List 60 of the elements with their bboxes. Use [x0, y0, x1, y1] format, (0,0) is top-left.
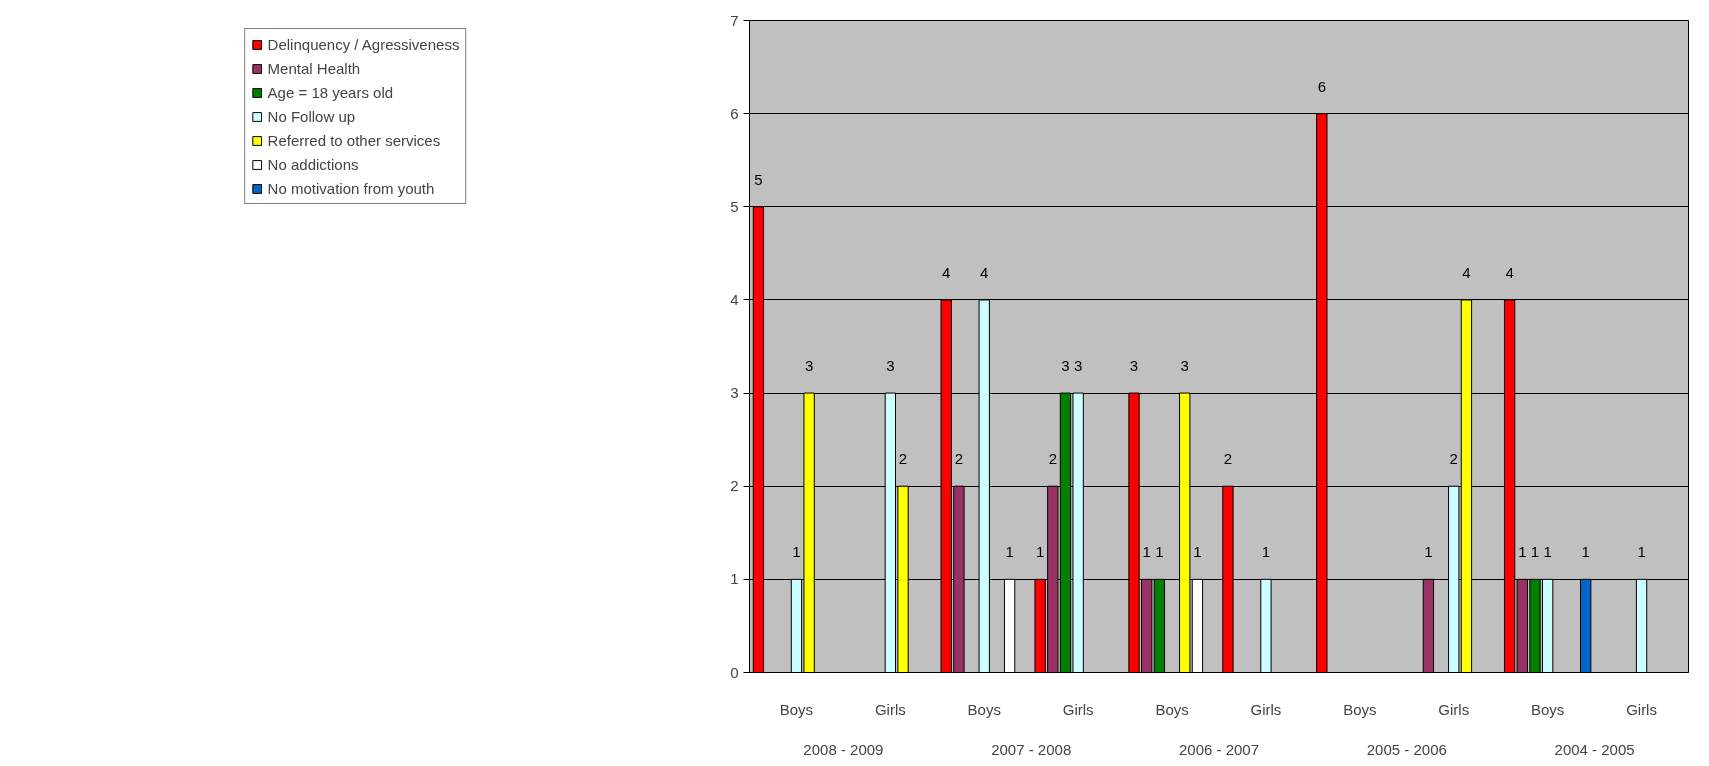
x-tick-label: Boys — [967, 700, 1001, 718]
data-label: 1 — [1193, 543, 1202, 561]
y-tick-label: 2 — [730, 477, 739, 495]
data-label: 1 — [1142, 543, 1151, 561]
y-tick-label: 4 — [730, 290, 739, 308]
x-tick-label: Girls — [1438, 700, 1470, 718]
legend-label: No addictions — [267, 155, 359, 173]
data-label: 4 — [1505, 263, 1514, 281]
data-label: 1 — [1637, 543, 1646, 561]
data-label: 4 — [980, 263, 989, 281]
y-tick-label: 7 — [730, 11, 739, 29]
data-label: 2 — [1048, 450, 1057, 468]
data-label: 4 — [942, 263, 951, 281]
legend-label: No Follow up — [267, 107, 356, 125]
data-label: 2 — [1223, 450, 1233, 468]
text: 2006 - 2007 — [1178, 740, 1260, 758]
text: 2008 - 2009 — [803, 740, 884, 758]
x-tick-label: Boys — [1155, 700, 1189, 718]
legend-label: No motivation from youth — [267, 179, 435, 197]
data-label: 3 — [1073, 357, 1083, 375]
data-label: 2 — [1449, 450, 1458, 468]
y-tick-label: 1 — [730, 570, 739, 588]
data-label: 3 — [1180, 357, 1189, 375]
y-tick-label: 5 — [730, 197, 739, 215]
data-label: 2 — [898, 450, 908, 468]
text: 2005 - 2006 — [1366, 740, 1447, 758]
data-label: 1 — [1155, 543, 1164, 561]
data-label: 1 — [1543, 543, 1552, 561]
data-label: 3 — [804, 357, 814, 375]
data-label: 3 — [1061, 357, 1070, 375]
legend-label: Age = 18 years old — [267, 83, 394, 101]
data-label: 1 — [1518, 543, 1527, 561]
x-tick-label: Girls — [1062, 700, 1094, 718]
data-label: 1 — [1005, 543, 1014, 561]
data-label: 3 — [1129, 357, 1139, 375]
text: 2004 - 2005 — [1554, 740, 1635, 758]
x-tick-label: Boys — [1343, 700, 1377, 718]
data-label: 1 — [1035, 543, 1045, 561]
data-label: 1 — [1424, 543, 1433, 561]
data-label: 1 — [1261, 543, 1271, 561]
x-tick-label: Girls — [874, 700, 906, 718]
data-label: 5 — [754, 170, 763, 188]
data-label: 6 — [1317, 77, 1326, 95]
x-tick-label: Girls — [1626, 700, 1657, 718]
y-tick-label: 0 — [730, 663, 739, 681]
y-tick-label: 6 — [730, 104, 739, 122]
data-label: 3 — [886, 357, 895, 375]
data-label: 4 — [1462, 263, 1471, 281]
x-tick-label: Boys — [1530, 700, 1565, 718]
data-label: 1 — [1581, 543, 1590, 561]
legend-label: Mental Health — [267, 59, 361, 77]
data-label: 2 — [954, 450, 964, 468]
x-tick-label: Girls — [1250, 700, 1282, 718]
data-label: 1 — [1530, 543, 1540, 561]
legend-label: Delinquency / Agressiveness — [267, 35, 460, 53]
data-label: 1 — [792, 543, 801, 561]
text: 2007 - 2008 — [991, 740, 1072, 758]
legend-label: Referred to other services — [267, 131, 441, 149]
x-tick-label: Boys — [779, 700, 814, 718]
y-tick-label: 3 — [730, 384, 739, 402]
